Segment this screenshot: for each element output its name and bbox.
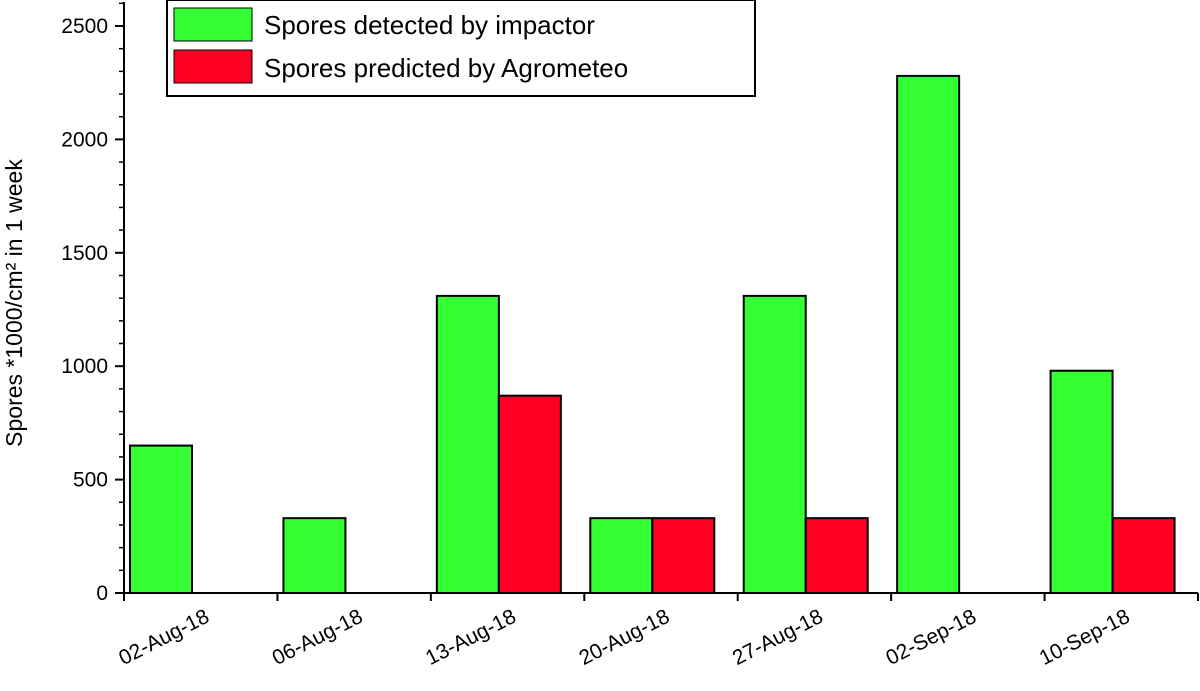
- legend-label-impactor: Spores detected by impactor: [264, 10, 595, 40]
- bar-impactor-06-Aug-18: [282, 517, 347, 595]
- y-axis-title: Spores *1000/cm² in 1 week: [1, 159, 27, 447]
- legend-label-agrometeo: Spores predicted by Agrometeo: [264, 53, 628, 83]
- y-tick-label: 2500: [61, 15, 108, 38]
- bar-impactor-27-Aug-18: [742, 294, 807, 594]
- y-tick-label: 1000: [61, 355, 108, 378]
- x-tick-label: 20-Aug-18: [575, 605, 673, 670]
- x-tick-label: 10-Sep-18: [1036, 605, 1134, 670]
- x-tick-label: 06-Aug-18: [269, 605, 367, 670]
- legend-swatch-agrometeo: [173, 49, 253, 84]
- y-tick-label: 2000: [61, 128, 108, 151]
- legend: Spores detected by impactor Spores predi…: [166, 0, 756, 97]
- x-tick-label: 02-Aug-18: [115, 605, 213, 670]
- x-tick-label: 27-Aug-18: [729, 605, 827, 670]
- legend-box: [166, 0, 756, 97]
- bar-impactor-20-Aug-18: [589, 517, 654, 595]
- y-tick-label: 1500: [61, 242, 108, 265]
- y-tick-label: 0: [96, 582, 108, 605]
- bar-agrometeo-13-Aug-18: [497, 394, 562, 594]
- x-tick-label: 02-Sep-18: [882, 605, 980, 670]
- bar-agrometeo-27-Aug-18: [804, 517, 869, 595]
- bar-agrometeo-10-Sep-18: [1111, 517, 1176, 595]
- y-tick-label: 500: [73, 469, 108, 492]
- bar-impactor-02-Sep-18: [896, 74, 961, 594]
- bars-layer: [129, 74, 1176, 595]
- bar-impactor-10-Sep-18: [1049, 369, 1114, 594]
- bar-agrometeo-20-Aug-18: [651, 517, 716, 595]
- bar-impactor-13-Aug-18: [435, 294, 500, 594]
- legend-swatch-impactor: [173, 7, 253, 42]
- x-tick-label: 13-Aug-18: [422, 605, 520, 670]
- bar-impactor-02-Aug-18: [129, 444, 193, 594]
